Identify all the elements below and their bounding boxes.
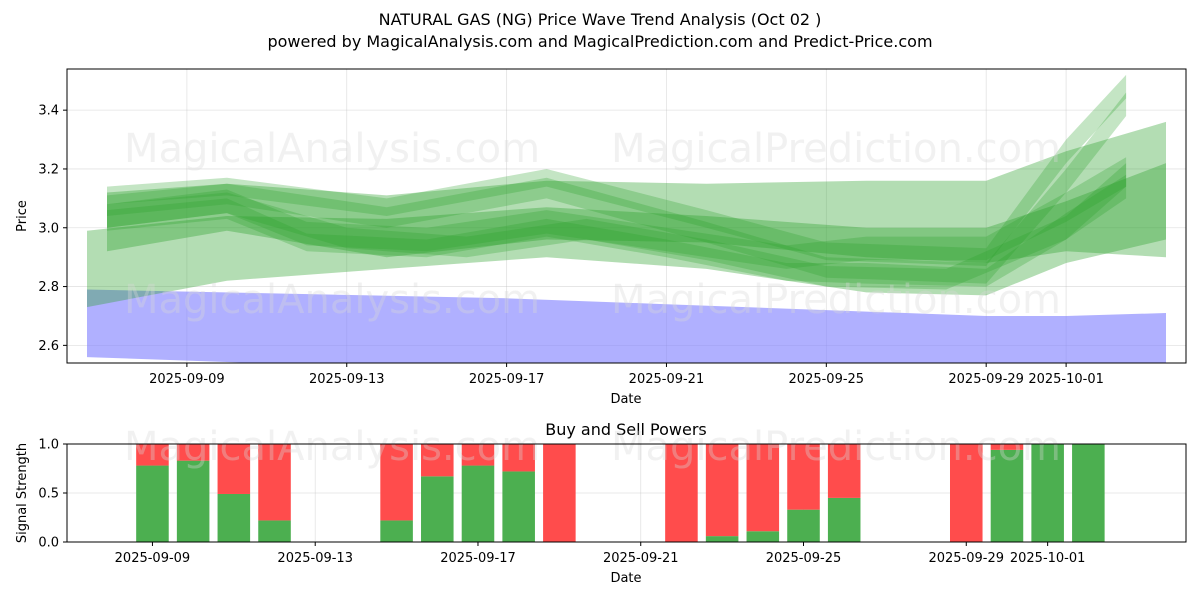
bottom-x-tick-label: 2025-09-21 <box>603 551 679 566</box>
chart-subtitle: powered by MagicalAnalysis.com and Magic… <box>267 32 932 51</box>
bottom-axis-ticks: 2025-09-09 2025-09-13 2025-09-17 2025-09-21… <box>38 438 1085 567</box>
buy-bar <box>421 476 454 542</box>
bottom-x-tick-label: 2025-09-09 <box>115 551 191 566</box>
bottom-x-tick-label: 2025-09-17 <box>440 551 516 566</box>
sell-bar <box>421 444 454 477</box>
buy-bar <box>990 449 1024 542</box>
bottom-x-tick-label: 2025-09-13 <box>277 551 353 566</box>
sell-bar <box>258 444 291 521</box>
wave-band-3 <box>107 157 1127 269</box>
base-band <box>87 289 1166 363</box>
bottom-watermarks: MagicalAnalysis.com MagicalPrediction.co… <box>124 424 1061 470</box>
bottom-x-tick-label: 2025-09-25 <box>766 551 842 566</box>
sell-bar <box>176 444 210 461</box>
watermark-magical-prediction: MagicalPrediction.com <box>611 277 1061 323</box>
top-x-tick-label: 2025-09-25 <box>789 372 865 387</box>
top-y-tick-label: 3.0 <box>38 221 59 236</box>
sell-bar <box>665 444 698 542</box>
bottom-y-tick-label: 0.5 <box>38 487 59 502</box>
sell-bar <box>136 444 169 466</box>
wave-band-7 <box>107 163 1127 290</box>
bottom-x-axis-label: Date <box>610 571 641 586</box>
buy-bar <box>827 497 861 542</box>
buy-bar <box>176 460 210 542</box>
buy-bar <box>1072 444 1105 542</box>
watermark-magical-prediction: MagicalPrediction.com <box>611 424 1061 470</box>
buy-bar <box>258 520 291 542</box>
buy-bar <box>217 493 251 542</box>
sell-bar <box>461 444 495 466</box>
sell-bar <box>787 444 820 510</box>
top-y-tick-label: 2.8 <box>38 280 59 295</box>
watermark-magical-prediction: MagicalPrediction.com <box>611 126 1061 172</box>
top-x-tick-label: 2025-09-09 <box>149 372 225 387</box>
wave-band-2 <box>107 121 1166 264</box>
sell-bar <box>705 444 739 537</box>
top-y-tick-label: 3.2 <box>38 162 59 177</box>
buy-bar <box>787 509 820 542</box>
bottom-x-tick-label: 2025-10-01 <box>1010 551 1086 566</box>
top-watermarks: MagicalAnalysis.com MagicalPrediction.co… <box>124 126 1061 323</box>
sell-bar <box>746 444 780 532</box>
bottom-chart-title: Buy and Sell Powers <box>545 420 707 439</box>
wave-band-1 <box>87 163 1166 308</box>
buy-bar <box>380 520 413 542</box>
sell-bar <box>380 444 413 521</box>
top-axes-frame <box>66 68 1187 364</box>
sell-bar <box>502 444 535 472</box>
top-y-tick-label: 2.6 <box>38 339 59 354</box>
watermark-magical-analysis: MagicalAnalysis.com <box>124 126 540 172</box>
buy-bar <box>502 471 535 542</box>
watermark-magical-analysis: MagicalAnalysis.com <box>124 277 540 323</box>
chart-title: NATURAL GAS (NG) Price Wave Trend Analys… <box>379 10 822 29</box>
sell-bar <box>827 444 861 498</box>
bottom-y-axis-label: Signal Strength <box>15 443 30 543</box>
top-axis-ticks: 2025-09-09 2025-09-13 2025-09-17 2025-09-21… <box>38 104 1104 387</box>
buy-bar <box>746 531 780 542</box>
top-plot-area <box>87 74 1166 363</box>
buy-bar <box>461 465 495 542</box>
top-x-tick-label: 2025-09-13 <box>309 372 385 387</box>
sell-bar <box>990 444 1024 450</box>
top-y-tick-label: 3.4 <box>38 104 59 119</box>
top-y-axis-label: Price <box>15 200 30 232</box>
bottom-y-tick-label: 0.0 <box>38 536 59 551</box>
buy-bar <box>136 465 169 542</box>
top-x-axis-label: Date <box>610 392 641 407</box>
buy-bar <box>1031 444 1064 542</box>
top-x-tick-label: 2025-09-29 <box>948 372 1024 387</box>
sell-bar <box>217 444 251 494</box>
watermark-magical-analysis: MagicalAnalysis.com <box>124 424 540 470</box>
top-x-tick-label: 2025-09-21 <box>629 372 705 387</box>
sell-bar <box>543 444 576 542</box>
top-x-tick-label: 2025-10-01 <box>1028 372 1104 387</box>
top-x-tick-label: 2025-09-17 <box>469 372 545 387</box>
bottom-y-tick-label: 1.0 <box>38 438 59 453</box>
bottom-plot-area <box>136 444 1105 542</box>
bottom-x-tick-label: 2025-09-29 <box>928 551 1004 566</box>
buy-bar <box>705 536 739 542</box>
top-gridlines <box>67 69 1186 363</box>
sell-bar <box>949 444 983 542</box>
